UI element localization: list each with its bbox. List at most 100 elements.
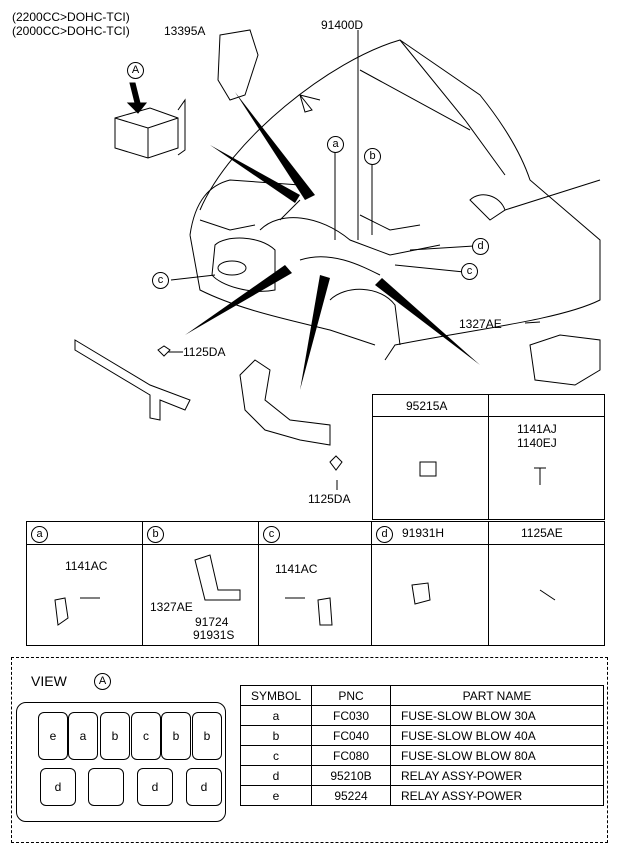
right-bracket bbox=[529, 334, 601, 386]
fuse-slot-2-3: d bbox=[137, 768, 173, 806]
cell-pnc: 95210B bbox=[311, 765, 391, 786]
label-1125DA-upper: 1125DA bbox=[183, 345, 226, 359]
cell-pnc: FC080 bbox=[311, 745, 391, 766]
car-emblem bbox=[217, 260, 247, 276]
table-row: e 95224 RELAY ASSY-POWER bbox=[240, 785, 604, 806]
detail-a-circle: a bbox=[31, 526, 48, 543]
pointer-wedges bbox=[185, 92, 480, 390]
fuse-box-A bbox=[114, 107, 179, 159]
label-1141AC-a: 1141AC bbox=[65, 559, 108, 573]
cell-part-name: RELAY ASSY-POWER bbox=[390, 765, 604, 786]
car-headlamp bbox=[199, 219, 256, 231]
label-1141AC-c: 1141AC bbox=[275, 562, 318, 576]
cell-symbol: b bbox=[240, 725, 312, 746]
detail-a-art bbox=[54, 597, 100, 626]
label-1125AE: 1125AE bbox=[521, 526, 563, 540]
detail-cell-c: c 1141AC bbox=[258, 521, 372, 646]
callout-b: b bbox=[364, 148, 381, 165]
detail-1125AE-art bbox=[539, 589, 556, 601]
parts-table-header-row: SYMBOL PNC PART NAME bbox=[240, 685, 604, 706]
fuse-slot-1-6: b bbox=[192, 712, 222, 760]
upper-table-header-1: 95215A bbox=[372, 394, 489, 417]
fuse-slot-1-2: a bbox=[68, 712, 98, 760]
label-1140EJ: 1140EJ bbox=[517, 436, 557, 450]
detail-cell-b: b 1327AE 91724 91931S bbox=[142, 521, 259, 646]
table-row: a FC030 FUSE-SLOW BLOW 30A bbox=[240, 705, 604, 726]
fuse-slot-1-4: c bbox=[131, 712, 161, 760]
table-row: b FC040 FUSE-SLOW BLOW 40A bbox=[240, 725, 604, 746]
fuse-slot-2-1: d bbox=[40, 768, 76, 806]
view-label-marker: A bbox=[94, 673, 111, 690]
rail-bracket-left bbox=[74, 339, 191, 421]
cell-pnc: 95224 bbox=[311, 785, 391, 806]
label-91931H: 91931H bbox=[402, 526, 445, 540]
bolt-1125DA-icon bbox=[329, 455, 343, 471]
car-side bbox=[504, 179, 601, 211]
detail-c-circle: c bbox=[263, 526, 280, 543]
label-1327AE: 1327AE bbox=[459, 317, 502, 331]
detail-cell-a: a 1141AC bbox=[26, 521, 143, 646]
view-A-panel bbox=[11, 657, 608, 843]
leader-lines bbox=[168, 30, 541, 490]
label-91400D: 91400D bbox=[321, 18, 364, 32]
fuse-slot-1-1: e bbox=[38, 712, 68, 760]
view-A-marker: A bbox=[127, 62, 144, 79]
engine-note-2000: (2000CC>DOHC-TCI) bbox=[12, 24, 130, 38]
cell-part-name: FUSE-SLOW BLOW 30A bbox=[390, 705, 604, 726]
car-mirror bbox=[469, 194, 506, 221]
screw-1141AJ bbox=[534, 467, 546, 485]
col-header-part-name: PART NAME bbox=[390, 685, 604, 706]
label-95215A: 95215A bbox=[406, 399, 448, 413]
fuse-slot-2-4: d bbox=[186, 768, 222, 806]
fuse-slot-1-5: b bbox=[161, 712, 191, 760]
detail-d-circle: d bbox=[376, 526, 393, 543]
harness-wires bbox=[259, 199, 441, 276]
cell-part-name: FUSE-SLOW BLOW 40A bbox=[390, 725, 604, 746]
fuse-block-outline bbox=[16, 702, 226, 822]
fuse-slot-1-3: b bbox=[100, 712, 130, 760]
cell-symbol: c bbox=[240, 745, 312, 766]
detail-cell-d: d 91931H bbox=[371, 521, 489, 646]
col-header-pnc: PNC bbox=[311, 685, 391, 706]
cell-pnc: FC030 bbox=[311, 705, 391, 726]
label-1141AJ: 1141AJ bbox=[517, 422, 557, 436]
callout-c-left: c bbox=[152, 272, 169, 289]
fuse-slot-2-2 bbox=[88, 768, 124, 806]
detail-c-art bbox=[285, 597, 333, 626]
label-91724: 91724 bbox=[195, 615, 229, 629]
detail-b-circle: b bbox=[147, 526, 164, 543]
cell-pnc: FC040 bbox=[311, 725, 391, 746]
label-1125DA-lower: 1125DA bbox=[308, 492, 351, 506]
callout-a: a bbox=[327, 136, 344, 153]
upper-table-header-2 bbox=[488, 394, 605, 417]
bolt-upper-icon bbox=[157, 345, 171, 357]
engine-note-2200: (2200CC>DOHC-TCI) bbox=[12, 10, 130, 24]
cell-part-name: RELAY ASSY-POWER bbox=[390, 785, 604, 806]
table-row: c FC080 FUSE-SLOW BLOW 80A bbox=[240, 745, 604, 766]
upper-table-cell-1 bbox=[372, 416, 489, 520]
car-antenna bbox=[299, 94, 313, 113]
label-91931S: 91931S bbox=[193, 628, 235, 642]
detail-b-art bbox=[194, 554, 241, 601]
col-header-symbol: SYMBOL bbox=[240, 685, 312, 706]
label-13395A: 13395A bbox=[164, 24, 206, 38]
car-hood-outline bbox=[199, 39, 601, 361]
cell-symbol: d bbox=[240, 765, 312, 786]
detail-d-art bbox=[411, 582, 431, 605]
car-a-pillar bbox=[299, 69, 471, 131]
table-row: d 95210B RELAY ASSY-POWER bbox=[240, 765, 604, 786]
car-grille bbox=[211, 237, 276, 292]
cell-symbol: a bbox=[240, 705, 312, 726]
center-bracket bbox=[239, 359, 331, 446]
cell-part-name: FUSE-SLOW BLOW 80A bbox=[390, 745, 604, 766]
view-label: VIEW bbox=[31, 673, 67, 689]
callout-d: d bbox=[472, 238, 489, 255]
car-front-fascia bbox=[189, 179, 376, 346]
relay-95215A-icon bbox=[419, 461, 437, 477]
detail-table-header-rule bbox=[26, 544, 605, 545]
parts-table: SYMBOL PNC PART NAME a FC030 FUSE-SLOW B… bbox=[240, 685, 604, 806]
bracket-13395A bbox=[217, 29, 259, 101]
callout-c-right: c bbox=[461, 263, 478, 280]
label-1327AE-b: 1327AE bbox=[150, 600, 193, 614]
